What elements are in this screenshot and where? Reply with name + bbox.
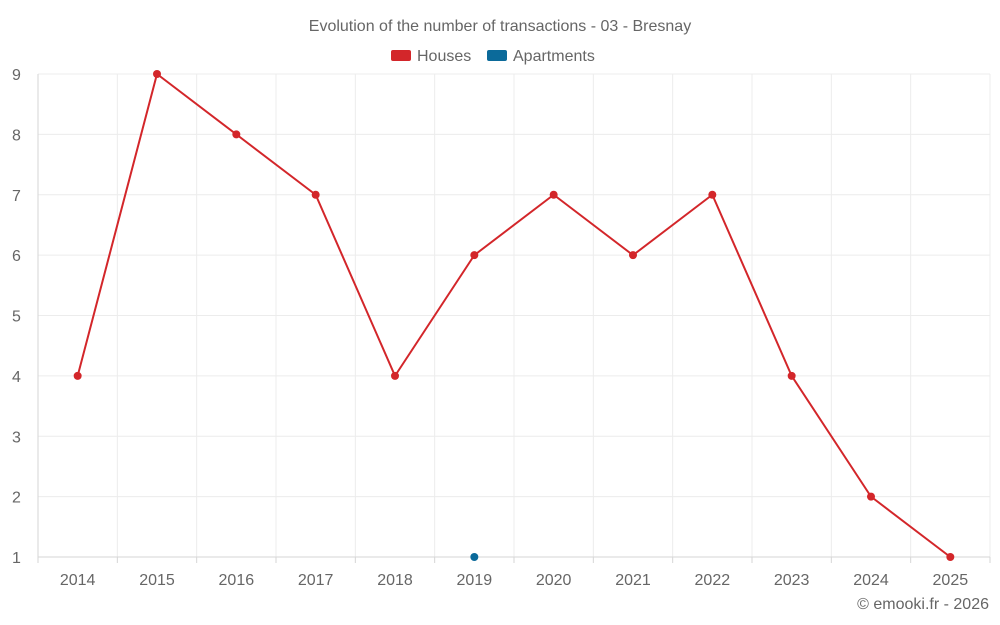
y-tick-label: 6 [12,248,21,265]
x-tick-label: 2016 [219,572,255,589]
grid [38,73,991,557]
data-point-houses[interactable] [708,190,717,199]
x-tick-label: 2023 [774,572,810,589]
legend-swatch-apartments [487,50,507,61]
chart-title: Evolution of the number of transactions … [309,18,691,35]
legend-item-houses[interactable]: Houses [391,48,471,65]
x-tick-label: 2020 [536,572,572,589]
y-tick-label: 8 [12,127,21,144]
x-tick-label: 2022 [695,572,731,589]
legend: Houses Apartments [391,48,595,65]
y-tick-label: 1 [12,550,21,567]
credit-text: © emooki.fr - 2026 [857,596,989,613]
series-houses [73,70,955,561]
series-layer [73,70,955,561]
y-tick-label: 2 [12,490,21,507]
x-tick-label: 2019 [457,572,493,589]
data-point-houses[interactable] [470,251,479,260]
x-tick-label: 2017 [298,572,334,589]
y-tick-label: 5 [12,309,21,326]
data-point-houses[interactable] [946,553,955,561]
x-tick-label: 2021 [615,572,651,589]
data-point-houses[interactable] [153,70,161,78]
data-point-houses[interactable] [311,190,320,199]
legend-label-apartments: Apartments [513,48,595,65]
legend-swatch-houses [391,50,411,61]
data-point-houses[interactable] [391,371,399,380]
legend-label-houses: Houses [417,48,471,65]
y-tick-label: 4 [12,369,21,386]
y-tick-label: 9 [12,67,21,84]
x-tick-label: 2025 [933,572,969,589]
y-tick-label: 3 [12,429,21,446]
data-point-houses[interactable] [867,492,875,501]
data-point-houses[interactable] [629,251,637,260]
data-point-houses[interactable] [549,190,558,199]
series-line-houses [76,73,951,558]
x-tick-label: 2024 [853,572,889,589]
y-tick-label: 7 [12,188,21,205]
data-point-houses[interactable] [787,371,796,380]
x-tick-label: 2014 [60,572,96,589]
x-tick-label: 2015 [139,572,175,589]
axes: 1 2 3 4 5 6 7 8 9 2014 2015 2016 2017 2018 2019 2020 202… [12,67,991,589]
x-tick-label: 2018 [377,572,413,589]
data-point-houses[interactable] [73,371,82,380]
series-apartments [470,553,479,561]
legend-item-apartments[interactable]: Apartments [487,48,595,65]
data-point-apartments[interactable] [470,553,479,561]
data-point-houses[interactable] [232,130,241,139]
